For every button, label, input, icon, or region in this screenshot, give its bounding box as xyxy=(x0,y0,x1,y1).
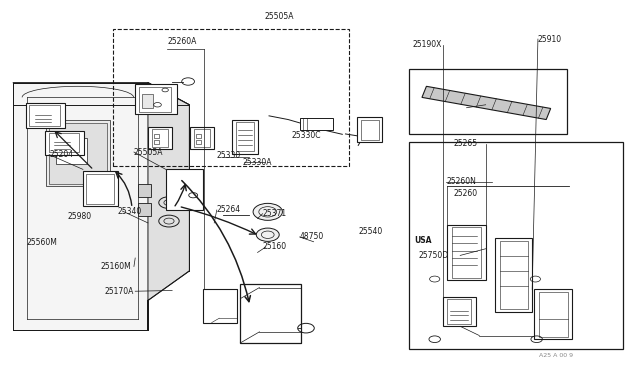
Text: 25160M: 25160M xyxy=(100,262,131,271)
Bar xyxy=(49,123,106,184)
Text: 25330: 25330 xyxy=(217,151,241,160)
Text: 25910: 25910 xyxy=(538,35,562,44)
Text: 25190X: 25190X xyxy=(412,41,442,49)
Bar xyxy=(500,241,528,309)
Text: A25 A 00 9: A25 A 00 9 xyxy=(539,353,573,357)
Text: 25264: 25264 xyxy=(217,205,241,215)
Bar xyxy=(196,140,201,144)
Bar xyxy=(154,134,159,138)
Bar xyxy=(49,133,79,153)
Text: 25330C: 25330C xyxy=(291,131,321,140)
Bar xyxy=(447,225,486,280)
Text: USA: USA xyxy=(414,236,432,245)
Bar xyxy=(148,127,172,149)
Text: 25340: 25340 xyxy=(117,206,141,216)
Bar xyxy=(495,238,532,311)
Bar xyxy=(56,138,88,164)
Text: 48750: 48750 xyxy=(300,232,324,241)
Bar xyxy=(46,119,109,186)
Text: 25260N: 25260N xyxy=(446,177,476,186)
Bar xyxy=(141,94,153,109)
Circle shape xyxy=(256,228,279,241)
Text: 25505A: 25505A xyxy=(264,12,294,22)
Polygon shape xyxy=(13,83,189,105)
Bar xyxy=(539,292,568,337)
Text: 25265: 25265 xyxy=(454,139,478,148)
Bar xyxy=(409,142,623,349)
Bar xyxy=(135,84,177,114)
Polygon shape xyxy=(148,83,189,330)
Bar xyxy=(194,129,211,147)
Bar xyxy=(138,203,151,215)
Bar xyxy=(138,184,151,197)
Text: 25980: 25980 xyxy=(68,212,92,221)
Bar xyxy=(196,134,201,138)
Bar xyxy=(86,174,114,205)
Text: 25260: 25260 xyxy=(454,189,478,198)
Bar xyxy=(452,227,481,278)
Bar xyxy=(443,297,476,326)
Text: 25160: 25160 xyxy=(262,243,287,251)
Bar xyxy=(190,127,214,149)
Bar xyxy=(29,105,60,126)
Text: 25170A: 25170A xyxy=(104,287,134,296)
Bar xyxy=(152,129,168,147)
Bar xyxy=(300,118,333,130)
Bar xyxy=(534,289,572,339)
Bar xyxy=(204,289,237,323)
Bar xyxy=(26,103,65,128)
Bar xyxy=(361,120,379,140)
Text: 25371: 25371 xyxy=(262,209,287,218)
Bar xyxy=(357,117,383,142)
Bar xyxy=(113,29,349,166)
Polygon shape xyxy=(422,86,550,119)
Bar xyxy=(83,171,118,206)
Bar xyxy=(45,131,84,155)
Bar xyxy=(236,122,253,151)
Bar xyxy=(447,299,471,324)
Text: 25750D: 25750D xyxy=(419,251,449,260)
Text: 25560M: 25560M xyxy=(27,238,58,247)
Text: 25204: 25204 xyxy=(49,150,74,159)
Bar xyxy=(409,68,567,134)
Bar xyxy=(154,140,159,144)
Text: 25260A: 25260A xyxy=(167,37,196,46)
Bar xyxy=(139,87,171,112)
Text: 25540: 25540 xyxy=(358,227,383,235)
Bar xyxy=(232,119,257,154)
Circle shape xyxy=(253,203,282,220)
Text: 25505A: 25505A xyxy=(134,148,163,157)
Bar xyxy=(241,284,301,343)
Text: 25330A: 25330A xyxy=(243,158,272,167)
Polygon shape xyxy=(13,83,148,330)
Bar xyxy=(166,169,203,210)
